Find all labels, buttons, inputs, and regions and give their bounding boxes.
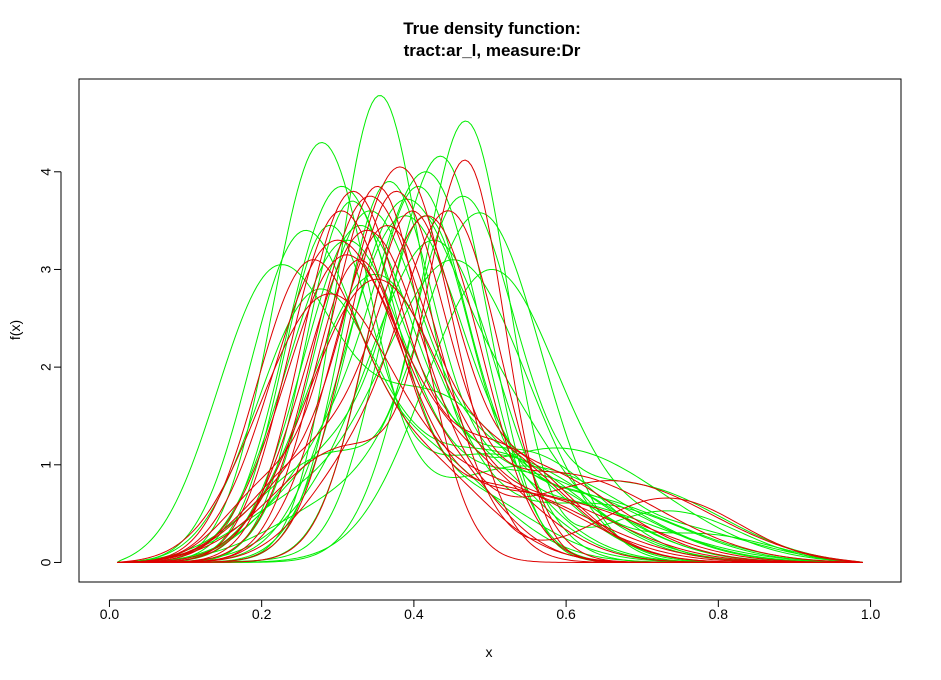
x-axis: 0.0 0.2 0.4 0.6 0.8 1.0 <box>100 599 881 622</box>
density-curve-green <box>117 200 863 563</box>
x-tick-label: 0.8 <box>709 606 729 622</box>
y-axis: 0 1 2 3 4 <box>38 168 62 566</box>
density-curve-red <box>117 224 863 563</box>
density-curve-green <box>117 224 863 563</box>
density-curve-green <box>117 210 863 563</box>
density-curve-green <box>117 224 863 563</box>
y-tick-label: 3 <box>38 265 54 273</box>
x-axis-label: x <box>486 644 493 660</box>
density-curve-red <box>117 159 863 563</box>
x-tick-label: 0.0 <box>100 606 120 622</box>
density-curve-green <box>117 171 863 563</box>
plot-frame <box>78 78 902 583</box>
y-tick-label: 1 <box>38 461 54 469</box>
density-curve-red <box>117 229 864 563</box>
y-tick-label: 4 <box>38 168 54 176</box>
density-curve-red <box>117 215 863 563</box>
density-curve-red <box>116 293 863 563</box>
density-curve-green <box>117 141 863 563</box>
density-curve-green <box>117 181 863 563</box>
x-tick-label: 0.4 <box>404 606 424 622</box>
y-axis-label: f(x) <box>7 320 23 340</box>
density-curve-red <box>117 190 863 563</box>
x-tick-label: 0.6 <box>556 606 576 622</box>
density-curve-green <box>117 198 864 563</box>
density-curve-green <box>117 185 863 563</box>
density-curve-green <box>117 215 863 563</box>
density-curve-green <box>117 212 863 563</box>
y-tick-label: 0 <box>38 558 54 566</box>
density-curve-green <box>117 215 863 563</box>
density-curve-red <box>117 210 863 563</box>
x-tick-label: 1.0 <box>861 606 881 622</box>
density-curve-red <box>117 185 863 563</box>
y-tick-label: 2 <box>38 363 54 371</box>
x-tick-label: 0.2 <box>252 606 272 622</box>
chart-title-line-2: tract:ar_l, measure:Dr <box>404 41 581 60</box>
density-curve-red <box>117 259 863 563</box>
density-curve-red <box>117 254 863 563</box>
chart-title-line-1: True density function: <box>403 19 581 38</box>
density-curve-red <box>117 210 863 563</box>
density-curve-green <box>117 185 863 563</box>
density-curves <box>116 95 864 563</box>
density-curve-red <box>117 210 863 563</box>
density-curve-red <box>117 195 863 563</box>
density-curve-green <box>117 273 863 563</box>
density-curve-green <box>117 195 864 563</box>
